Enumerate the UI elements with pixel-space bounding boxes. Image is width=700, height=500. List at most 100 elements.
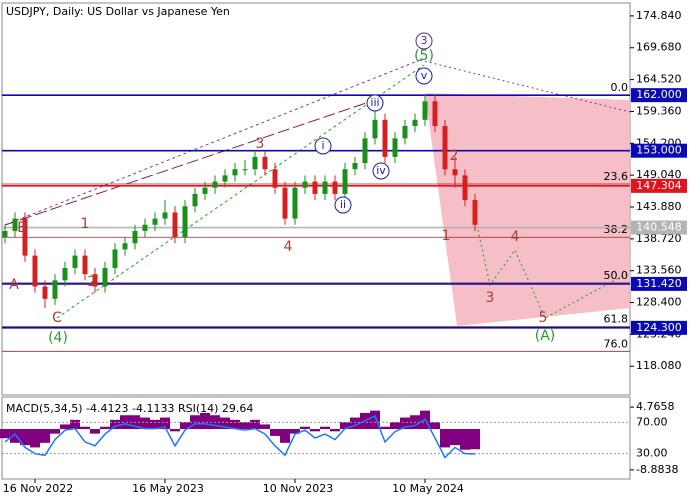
candle-body (42, 286, 48, 299)
wave-label: 4 (511, 229, 520, 245)
x-tick-label: 16 May 2023 (132, 482, 204, 495)
y-tick-label: 128.400 (636, 296, 682, 309)
candle-body (382, 119, 388, 157)
candle-body (192, 193, 198, 207)
candle-body (52, 280, 58, 299)
macd-bar (310, 429, 320, 432)
fib-label: 38.2 (604, 223, 629, 236)
wave-label: (4) (48, 330, 68, 346)
macd-bar (150, 419, 160, 430)
candle-body (92, 274, 98, 287)
macd-bar (80, 426, 90, 430)
wave-label: 3 (486, 290, 495, 306)
wave-label: 3 (256, 136, 265, 152)
macd-tick-label: 4.7658 (636, 400, 675, 413)
candle-body (22, 218, 28, 256)
channel-line (4, 59, 421, 226)
candle-body (2, 230, 8, 238)
candle-body (322, 181, 328, 194)
wave-label: 1 (442, 228, 451, 244)
macd-bar (230, 419, 240, 430)
macd-bar (180, 422, 190, 430)
candle-body (282, 187, 288, 219)
candle-body (342, 169, 348, 194)
macd-bar (0, 429, 10, 439)
wave-circle (415, 32, 433, 50)
candle-body (152, 218, 158, 225)
wave-label: ii (340, 198, 346, 211)
candle-body (82, 255, 88, 275)
level-label: 147.304 (636, 179, 682, 192)
fib-label: 61.8 (604, 313, 629, 326)
y-tick-label: 149.040 (636, 168, 682, 181)
wave-circle (415, 67, 433, 85)
wave-circle (372, 162, 390, 180)
macd-bar (440, 429, 450, 448)
candle-body (442, 126, 448, 170)
wave-label: iii (370, 96, 379, 109)
candle-body (392, 138, 398, 157)
macd-bar (260, 424, 270, 430)
candle-body (212, 181, 218, 188)
wave-lines (4, 59, 631, 319)
macd-bar (110, 419, 120, 430)
candle-body (162, 212, 168, 219)
y-tick-label: 133.560 (636, 264, 682, 277)
rsi-tick-label: 70.00 (636, 415, 668, 428)
wave-circle (314, 137, 332, 155)
wave-label: (5) (414, 48, 434, 64)
macd-bar (140, 417, 150, 430)
candle-body (202, 187, 208, 194)
fib-label: 50.0 (604, 269, 629, 282)
wave-label: 2 (450, 148, 459, 164)
macd-bar (270, 429, 280, 436)
macd-bar (240, 422, 250, 430)
candle-body (302, 181, 308, 188)
wave-label: iv (376, 164, 386, 177)
candle-body (262, 156, 268, 170)
macd-bar (350, 417, 360, 430)
candle-body (222, 175, 228, 182)
x-tick-label: 16 Nov 2022 (3, 482, 73, 495)
macd-bar (30, 429, 40, 448)
candle-body (472, 200, 478, 225)
wave-label: 4 (284, 239, 293, 255)
candle-body (32, 255, 38, 287)
rsi-tick-label: 30.00 (636, 447, 668, 460)
candle-body (252, 156, 258, 170)
macd-bar (10, 429, 20, 443)
channel-line (4, 99, 376, 226)
macd-bar (280, 429, 290, 443)
level-box (631, 88, 687, 103)
candle-body (172, 212, 178, 238)
level-box (631, 220, 687, 235)
candle-body (432, 101, 438, 127)
candle-body (462, 175, 468, 201)
forecast-path (477, 229, 631, 319)
wave-label: v (421, 69, 428, 82)
candle-body (132, 230, 138, 244)
candle-body (332, 181, 338, 194)
chart-title: USDJPY, Daily: US Dollar vs Japanese Yen (6, 5, 230, 18)
macd-bar (300, 426, 310, 430)
y-tick-label: 118.080 (636, 359, 682, 372)
macd-bar (200, 412, 210, 430)
level-label: 124.300 (636, 321, 682, 334)
candle-body (122, 243, 128, 250)
channel-line (56, 64, 425, 319)
candle-body (402, 126, 408, 139)
wave-label: (A) (535, 328, 556, 344)
level-box (631, 178, 687, 193)
candle-body (182, 206, 188, 238)
wave-label: 3 (421, 34, 428, 47)
target-zone (425, 93, 630, 326)
candle-body (352, 163, 358, 170)
candle-body (292, 187, 298, 219)
level-label: 131.420 (636, 277, 682, 290)
candle-body (362, 138, 368, 164)
macd-bar (290, 429, 300, 434)
candle-body (112, 249, 118, 268)
macd-bar (460, 429, 470, 450)
level-label: 140.548 (636, 221, 682, 234)
